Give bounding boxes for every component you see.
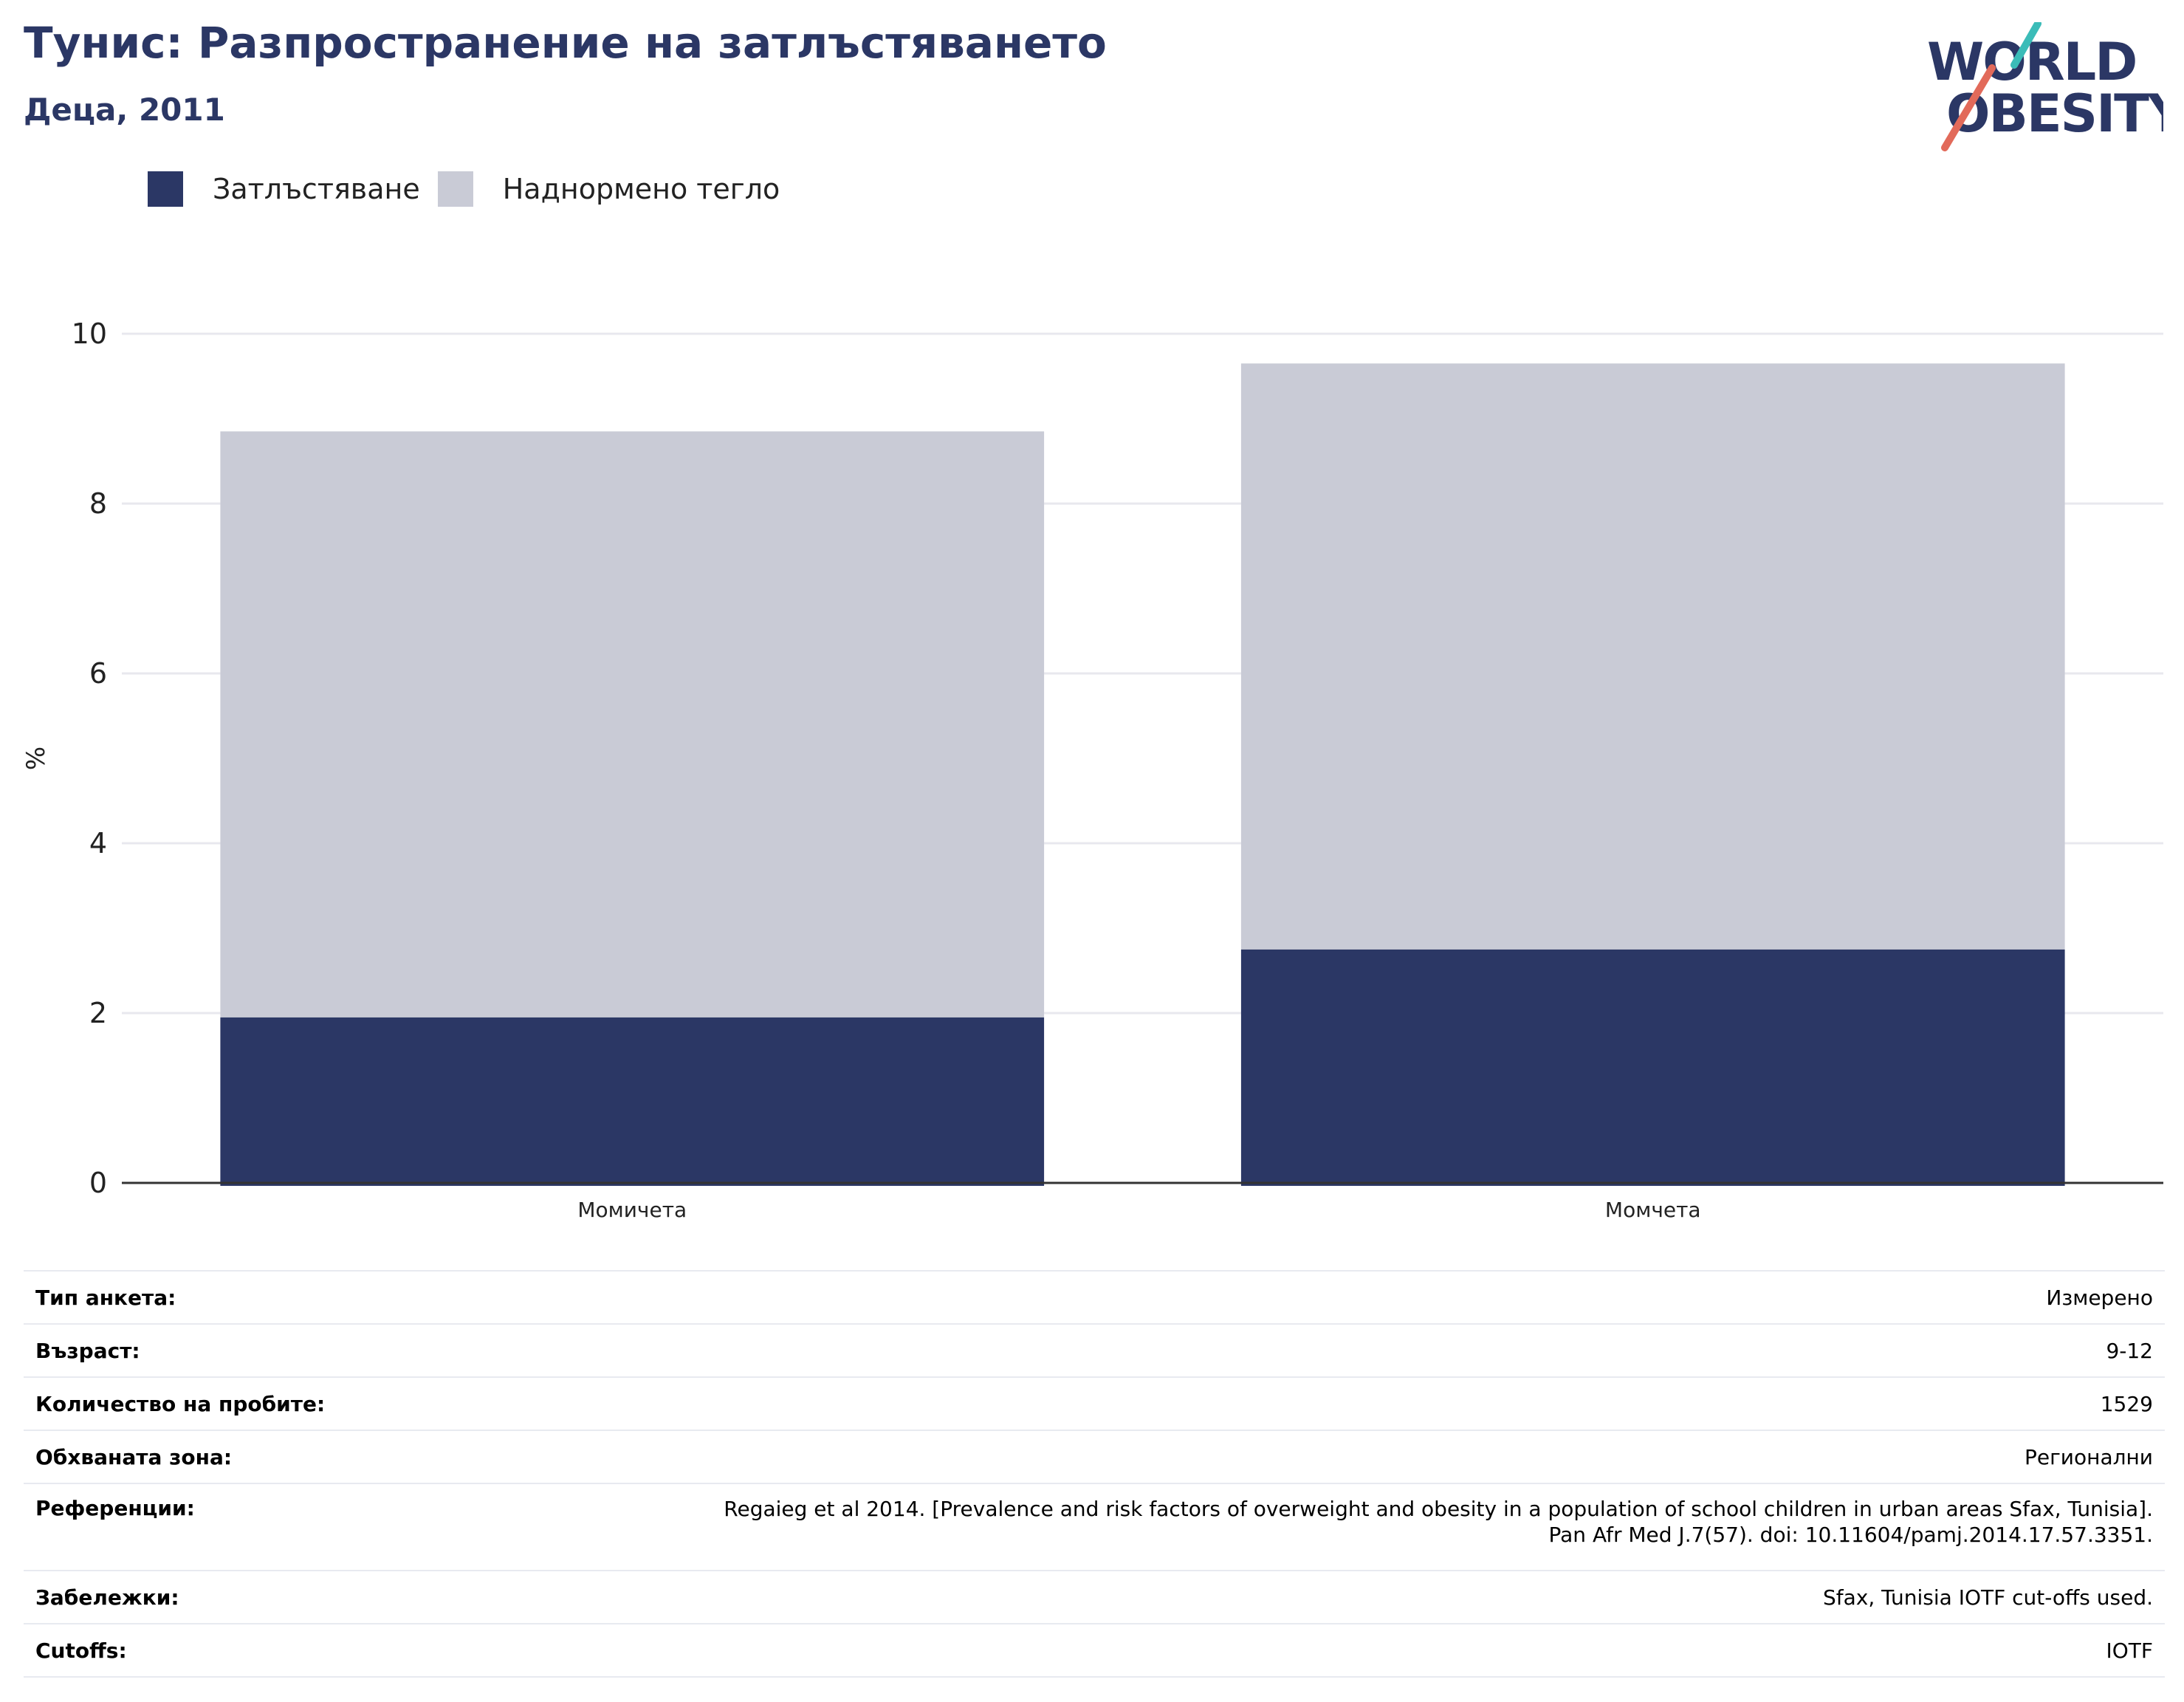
legend-label-obesity: Затлъстяване [213,173,420,205]
info-row-notes: Забележки: Sfax, Tunisia IOTF cut-offs u… [24,1570,2165,1624]
info-key: Обхваната зона: [24,1430,461,1483]
legend-item-obesity[interactable]: Затлъстяване [148,171,420,207]
info-row-sample-size: Количество на пробите: 1529 [24,1376,2165,1430]
info-key: Cutoffs: [24,1623,461,1678]
reference-line-2: Pan Afr Med J.7(57). doi: 10.11604/pamj.… [1548,1523,2153,1547]
legend-swatch-overweight [437,171,473,207]
info-row-cutoffs: Cutoffs: IOTF [24,1623,2165,1678]
info-row-area: Обхваната зона: Регионални [24,1430,2165,1483]
y-tick-label: 10 [72,318,107,350]
survey-info-table: Тип анкета: Измерено Възраст: 9-12 Колич… [24,1270,2165,1678]
y-tick-label: 6 [89,657,107,690]
info-row-survey-type: Тип анкета: Измерено [24,1270,2165,1324]
info-row-age: Възраст: 9-12 [24,1323,2165,1377]
y-tick-label: 8 [89,487,107,520]
logo-line1: WORLD [1927,32,2136,92]
info-value: Sfax, Tunisia IOTF cut-offs used. [461,1570,2165,1624]
bar-chart: 0 2 4 6 8 10 Момичета Момчета % [21,318,2163,1222]
info-key: Количество на пробите: [24,1376,461,1430]
y-tick-label: 4 [89,827,107,859]
x-tick-label: Момичета [577,1198,687,1222]
info-value: Regaieg et al 2014. [Prevalence and risk… [461,1483,2165,1571]
x-tick-label: Момчета [1605,1198,1701,1222]
info-key: Възраст: [24,1323,461,1377]
page-subtitle: Деца, 2011 [24,92,225,128]
reference-line-1: Regaieg et al 2014. [Prevalence and risk… [724,1497,2153,1521]
bar-obesity[interactable] [1240,949,2065,1186]
page-title: Тунис: Разпространение на затлъстяването [24,18,1107,68]
world-obesity-logo: WORLD OBESITY [1927,22,2163,151]
info-value: Измерено [461,1270,2165,1324]
info-value: IOTF [461,1623,2165,1678]
y-tick-label: 0 [89,1167,107,1199]
y-tick-label: 2 [89,997,107,1029]
info-value: Регионални [461,1430,2165,1483]
bar-obesity[interactable] [220,1017,1045,1186]
bar-overweight[interactable] [220,431,1045,1018]
legend-label-overweight: Наднормено тегло [502,173,780,205]
info-value: 9-12 [461,1323,2165,1377]
chart-legend: Затлъстяване Наднормено тегло [148,167,797,211]
info-value: 1529 [461,1376,2165,1430]
y-axis-label: % [21,747,51,770]
bar-overweight[interactable] [1240,363,2065,950]
logo-teal-slash [2010,22,2042,69]
info-key: Тип анкета: [24,1270,461,1324]
logo-line2: OBESITY [1946,83,2163,144]
info-key: Забележки: [24,1570,461,1624]
info-key: Референции: [24,1483,461,1571]
info-row-references: Референции: Regaieg et al 2014. [Prevale… [24,1483,2165,1571]
legend-swatch-obesity [148,171,183,207]
legend-item-overweight[interactable]: Наднормено тегло [437,171,780,207]
logo-coral-slash [1941,64,1996,151]
